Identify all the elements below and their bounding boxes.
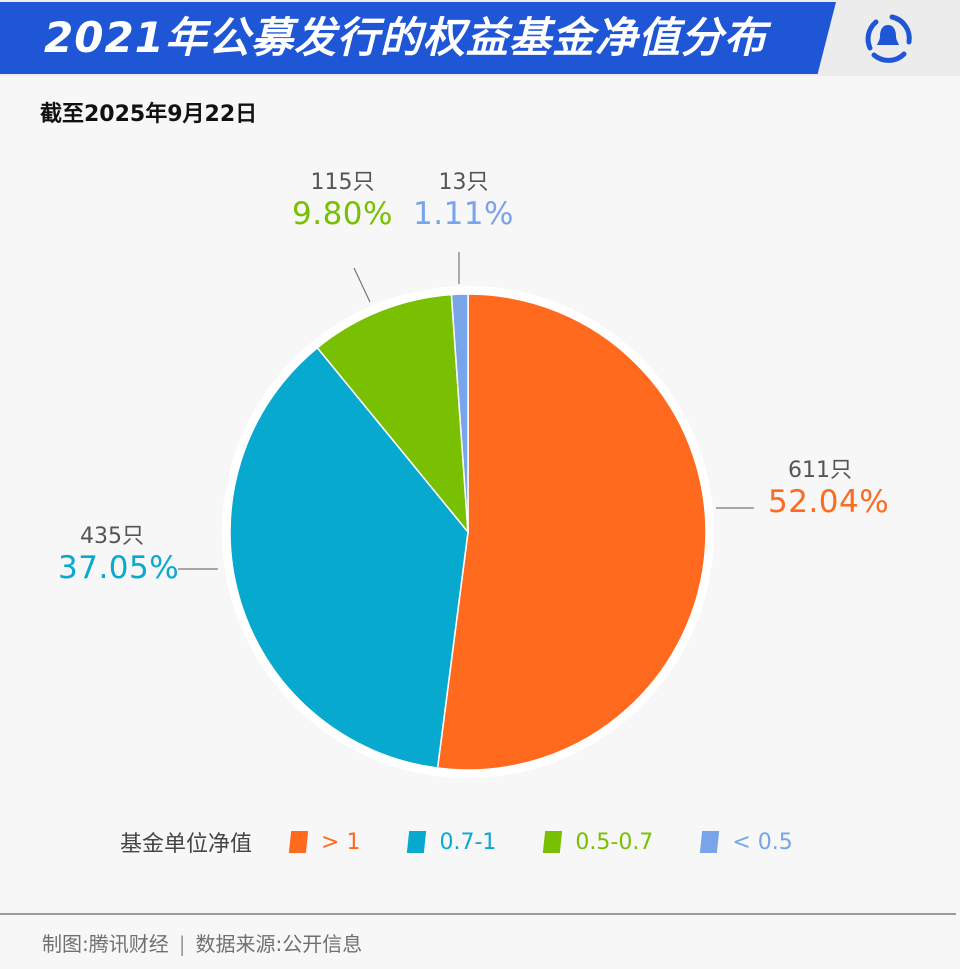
footer: 制图:腾讯财经 | 数据来源:公开信息 (42, 928, 362, 957)
pie-slice-3 (450, 293, 469, 533)
label-lt0.5-pct: 1.11% (413, 196, 514, 232)
pie-slice-1 (229, 346, 469, 769)
label-0.5-0.7: 115只 9.80% (292, 170, 393, 232)
label-gt1-count: 611只 (788, 458, 852, 483)
pie-chart (178, 252, 754, 771)
legend-swatch-0.7-1 (407, 831, 427, 853)
legend-item-0.5-0.7: 0.5-0.7 (543, 829, 654, 855)
legend-swatch-0.5-0.7 (543, 831, 563, 853)
label-lt0.5: 13只 1.11% (413, 170, 514, 232)
footer-divider (0, 913, 956, 915)
pie-slice-2 (316, 293, 469, 535)
title-band (0, 2, 836, 74)
footer-credit: 制图:腾讯财经 (42, 932, 169, 956)
legend-item-0.7-1: 0.7-1 (407, 829, 497, 855)
footer-separator: | (178, 932, 186, 956)
legend-item-gt1: > 1 (288, 829, 361, 855)
tencent-penguin-logo-icon (865, 14, 912, 63)
legend: 基金单位净值 > 1 0.7-1 0.5-0.7 < 0.5 (120, 826, 841, 858)
legend-label-0.5-0.7: 0.5-0.7 (575, 829, 654, 855)
legend-label-0.7-1: 0.7-1 (439, 829, 497, 855)
leader-line-2 (353, 267, 371, 303)
pie-slice-0 (436, 293, 707, 771)
label-0.5-0.7-count: 115只 (310, 170, 375, 195)
header: 2021年公募发行的权益基金净值分布 (0, 0, 960, 76)
legend-swatch-lt0.5 (700, 831, 720, 853)
label-gt1: 611只 52.04% (768, 458, 889, 520)
label-0.7-1-pct: 37.05% (58, 550, 180, 586)
legend-label-gt1: > 1 (321, 829, 361, 855)
label-0.5-0.7-pct: 9.80% (292, 196, 393, 232)
legend-label-lt0.5: < 0.5 (732, 829, 793, 855)
footer-source: 数据来源:公开信息 (195, 932, 363, 956)
legend-item-lt0.5: < 0.5 (700, 829, 793, 855)
label-lt0.5-count: 13只 (438, 170, 489, 195)
label-gt1-pct: 52.04% (768, 484, 890, 520)
legend-title: 基金单位净值 (120, 832, 253, 857)
date-subtitle: 截至2025年9月22日 (40, 102, 258, 127)
legend-swatch-gt1 (288, 831, 309, 853)
label-0.7-1-count: 435只 (80, 524, 144, 549)
label-0.7-1: 435只 37.05% (58, 524, 179, 586)
page-title: 2021年公募发行的权益基金净值分布 (44, 13, 767, 62)
